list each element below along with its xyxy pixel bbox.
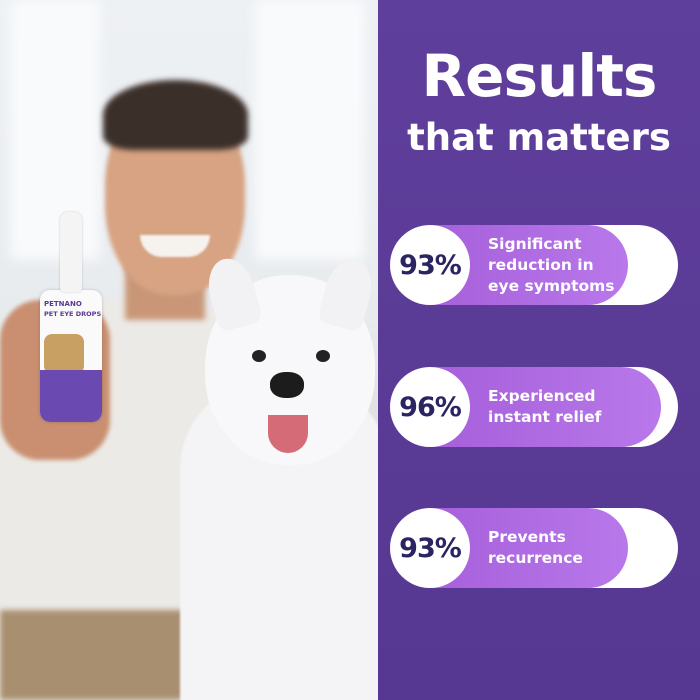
stat-line: recurrence [488,549,583,567]
bottle-name: PET EYE DROPS [44,310,102,318]
stat-percent: 93% [390,225,470,305]
headline-subtitle: that matters [407,116,671,159]
stat-line: reduction in [488,255,594,274]
stat-line: Experienced [488,387,596,405]
stat-line: Prevents [488,528,566,546]
stat-line: eye symptoms [488,276,615,295]
stat-description: Prevents recurrence [488,508,583,588]
stat-pill: 93% Significant reduction in eye symptom… [390,225,678,305]
dog-tongue [268,415,308,453]
man-hair [103,80,248,150]
stat-description: Experienced instant relief [488,367,601,447]
stat-line: instant relief [488,408,602,426]
eye-drops-bottle: PETNANO PET EYE DROPS [40,290,102,422]
stat-pill: 93% Prevents recurrence [390,508,678,588]
stat-pill: 96% Experienced instant relief [390,367,678,447]
stat-line: Significant [488,234,582,253]
stat-percent: 93% [390,508,470,588]
dog-nose [270,372,304,398]
bottle-brand: PETNANO [44,300,82,308]
results-panel: Results that matters 93% Significant red… [378,0,700,700]
stat-percent: 96% [390,367,470,447]
product-photo: PETNANO PET EYE DROPS [0,0,378,700]
headline-title: Results [421,42,658,110]
stat-description: Significant reduction in eye symptoms [488,225,615,305]
